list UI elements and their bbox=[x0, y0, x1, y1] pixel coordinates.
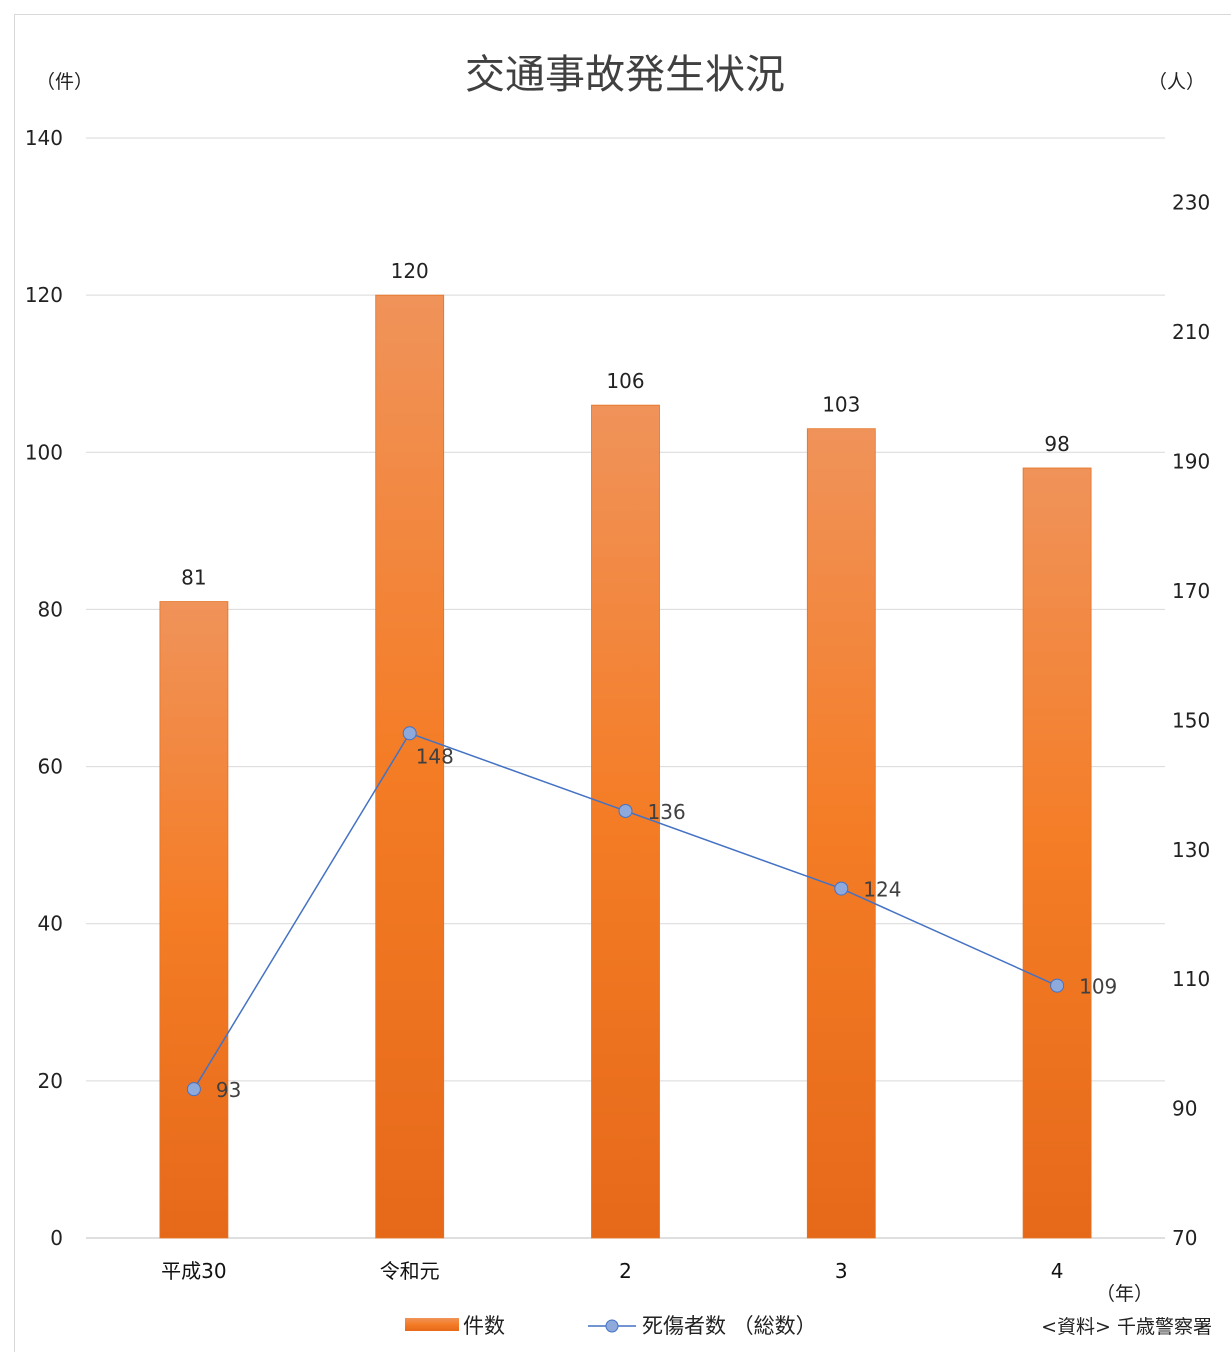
legend-line-label: 死傷者数 （総数） bbox=[642, 1314, 817, 1338]
left-tick-label: 140 bbox=[25, 126, 63, 150]
x-tick-label: 4 bbox=[1051, 1259, 1064, 1283]
bar bbox=[159, 601, 229, 1239]
left-tick-label: 120 bbox=[25, 283, 63, 307]
left-axis-ticks: 0 20 40 60 80 100 120 140 bbox=[25, 126, 63, 1250]
line-marker bbox=[1050, 978, 1065, 993]
right-tick-label: 70 bbox=[1172, 1226, 1197, 1250]
right-tick-label: 110 bbox=[1172, 967, 1210, 991]
left-tick-label: 60 bbox=[38, 755, 63, 779]
line-data-label: 124 bbox=[863, 878, 901, 902]
right-axis-ticks: 70 90 110 130 150 170 190 210 230 bbox=[1172, 191, 1210, 1250]
right-tick-label: 190 bbox=[1172, 450, 1210, 474]
line-series: 93 148 136 124 109 bbox=[186, 726, 1117, 1102]
bar-series: 81 120 106 103 98 bbox=[159, 259, 1092, 1239]
legend-bar-label: 件数 bbox=[463, 1314, 505, 1338]
x-tick-label: 平成30 bbox=[161, 1259, 226, 1283]
right-tick-label: 150 bbox=[1172, 708, 1210, 732]
source-note: <資料> 千歳警察署 bbox=[1041, 1316, 1212, 1338]
left-tick-label: 40 bbox=[38, 912, 63, 936]
x-tick-label: 2 bbox=[619, 1259, 632, 1283]
line-marker bbox=[618, 803, 633, 818]
right-axis-unit: （人） bbox=[1148, 71, 1205, 93]
right-tick-label: 130 bbox=[1172, 838, 1210, 862]
bar bbox=[1022, 467, 1092, 1239]
line-marker bbox=[402, 726, 417, 741]
x-axis-unit: （年） bbox=[1096, 1283, 1153, 1305]
bar-data-label: 98 bbox=[1044, 432, 1069, 456]
line-data-label: 148 bbox=[416, 744, 454, 768]
left-tick-label: 80 bbox=[38, 597, 63, 621]
line-data-label: 136 bbox=[648, 800, 686, 824]
left-axis-unit: （件） bbox=[36, 71, 93, 93]
right-tick-label: 90 bbox=[1172, 1097, 1197, 1121]
left-tick-label: 100 bbox=[25, 440, 63, 464]
bar-data-label: 106 bbox=[606, 369, 644, 393]
bar-data-label: 103 bbox=[822, 393, 860, 417]
x-tick-label: 令和元 bbox=[380, 1259, 440, 1283]
line-data-label: 93 bbox=[216, 1078, 241, 1102]
left-tick-label: 0 bbox=[50, 1226, 63, 1250]
bar bbox=[806, 428, 876, 1239]
right-tick-label: 170 bbox=[1172, 579, 1210, 603]
chart-frame bbox=[14, 14, 1231, 1352]
chart-title: 交通事故発生状況 bbox=[465, 52, 785, 98]
x-axis-ticks: 平成30 令和元 2 3 4 bbox=[161, 1259, 1063, 1283]
x-tick-label: 3 bbox=[835, 1259, 848, 1283]
legend: 件数 死傷者数 （総数） bbox=[405, 1314, 817, 1338]
line-marker bbox=[834, 881, 849, 896]
bar bbox=[375, 294, 445, 1239]
line-marker bbox=[186, 1082, 201, 1097]
bar-data-label: 81 bbox=[181, 566, 206, 590]
legend-line-marker bbox=[605, 1319, 619, 1333]
bar-data-label: 120 bbox=[391, 259, 429, 283]
legend-bar-swatch bbox=[405, 1318, 459, 1331]
left-tick-label: 20 bbox=[38, 1069, 63, 1093]
right-tick-label: 230 bbox=[1172, 191, 1210, 215]
line-data-label: 109 bbox=[1079, 975, 1117, 999]
right-tick-label: 210 bbox=[1172, 320, 1210, 344]
bar bbox=[591, 404, 660, 1239]
